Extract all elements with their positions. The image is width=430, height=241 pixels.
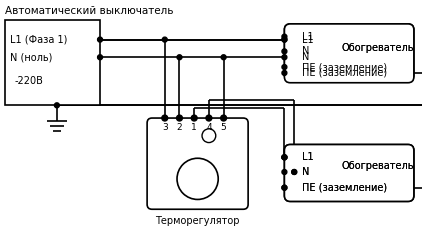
Text: L1: L1 <box>302 152 314 162</box>
Circle shape <box>98 37 102 42</box>
Text: N (ноль): N (ноль) <box>10 52 52 62</box>
Text: L1 (Фаза 1): L1 (Фаза 1) <box>10 35 67 45</box>
Circle shape <box>177 55 182 60</box>
Text: N: N <box>302 52 310 62</box>
Circle shape <box>282 55 287 60</box>
Circle shape <box>282 155 287 160</box>
Circle shape <box>282 185 287 190</box>
Circle shape <box>292 169 297 174</box>
Text: ПЕ (заземление): ПЕ (заземление) <box>302 183 387 193</box>
Circle shape <box>282 185 287 190</box>
Circle shape <box>162 37 167 42</box>
Text: 5: 5 <box>221 123 227 132</box>
Circle shape <box>292 169 297 174</box>
Text: ПЕ (заземление): ПЕ (заземление) <box>302 68 387 78</box>
Bar <box>5 20 100 105</box>
Circle shape <box>98 55 102 60</box>
Circle shape <box>177 115 182 121</box>
Circle shape <box>282 37 287 42</box>
Text: 4: 4 <box>206 123 212 132</box>
Text: L1: L1 <box>302 32 314 42</box>
Circle shape <box>282 169 287 174</box>
FancyBboxPatch shape <box>284 145 414 201</box>
FancyBboxPatch shape <box>284 145 414 201</box>
Circle shape <box>55 103 59 108</box>
Text: Обогреватель: Обогреватель <box>341 161 414 171</box>
Circle shape <box>282 49 287 54</box>
Text: Автоматический выключатель: Автоматический выключатель <box>5 6 173 16</box>
Text: Обогреватель: Обогреватель <box>341 43 414 54</box>
Circle shape <box>282 37 287 42</box>
Text: L1: L1 <box>302 35 314 45</box>
Text: ПЕ (заземление): ПЕ (заземление) <box>302 62 387 72</box>
Circle shape <box>282 155 287 160</box>
Circle shape <box>206 115 212 121</box>
Text: N: N <box>302 167 310 177</box>
FancyBboxPatch shape <box>284 24 414 83</box>
Circle shape <box>162 115 168 121</box>
FancyBboxPatch shape <box>284 24 414 81</box>
Text: N: N <box>302 46 310 56</box>
Circle shape <box>221 115 227 121</box>
Text: N: N <box>302 167 310 177</box>
Text: 3: 3 <box>162 123 168 132</box>
Circle shape <box>191 115 197 121</box>
Circle shape <box>282 34 287 39</box>
Circle shape <box>282 70 287 75</box>
Circle shape <box>282 65 287 69</box>
Text: 2: 2 <box>177 123 182 132</box>
FancyBboxPatch shape <box>147 118 248 209</box>
Text: Обогреватель: Обогреватель <box>341 43 414 54</box>
Circle shape <box>282 155 287 160</box>
Circle shape <box>221 55 226 60</box>
Text: ПЕ (заземление): ПЕ (заземление) <box>302 183 387 193</box>
Text: -220В: -220В <box>15 76 43 86</box>
Text: L1: L1 <box>302 152 314 162</box>
Circle shape <box>423 185 428 190</box>
Text: 1: 1 <box>191 123 197 132</box>
Text: Терморегулятор: Терморегулятор <box>155 216 240 226</box>
Text: Обогреватель: Обогреватель <box>341 161 414 171</box>
